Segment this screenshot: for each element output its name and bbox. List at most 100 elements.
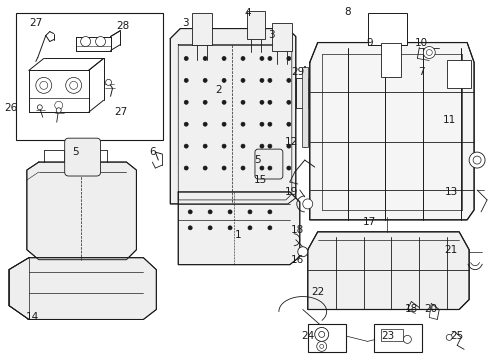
Text: 27: 27 [114, 107, 127, 117]
Circle shape [81, 37, 91, 46]
Circle shape [268, 144, 272, 148]
Circle shape [203, 78, 207, 82]
Circle shape [222, 122, 226, 126]
Circle shape [55, 101, 63, 109]
Circle shape [426, 50, 432, 55]
Circle shape [248, 226, 252, 230]
Text: 21: 21 [444, 245, 458, 255]
Text: 2: 2 [215, 85, 221, 95]
Text: 5: 5 [255, 155, 261, 165]
Circle shape [228, 210, 232, 214]
Circle shape [268, 122, 272, 126]
Circle shape [203, 166, 207, 170]
Circle shape [260, 78, 264, 82]
Circle shape [36, 77, 52, 93]
Text: 3: 3 [269, 30, 275, 40]
FancyBboxPatch shape [255, 149, 283, 179]
Circle shape [222, 144, 226, 148]
Circle shape [184, 57, 188, 60]
Circle shape [241, 166, 245, 170]
Circle shape [315, 328, 329, 341]
Circle shape [268, 210, 272, 214]
Circle shape [260, 100, 264, 104]
Polygon shape [27, 162, 136, 260]
Circle shape [446, 334, 452, 340]
Circle shape [260, 166, 264, 170]
Text: 6: 6 [149, 147, 156, 157]
Circle shape [268, 100, 272, 104]
Text: 24: 24 [301, 332, 315, 341]
Text: 25: 25 [450, 332, 464, 341]
Circle shape [37, 105, 42, 110]
Circle shape [70, 81, 77, 89]
Circle shape [241, 78, 245, 82]
Text: 9: 9 [366, 37, 373, 48]
Polygon shape [178, 192, 300, 265]
Circle shape [105, 80, 112, 85]
Polygon shape [310, 42, 474, 220]
Text: 17: 17 [363, 217, 376, 227]
Circle shape [208, 210, 212, 214]
Circle shape [203, 100, 207, 104]
Bar [374, 324, 422, 352]
Circle shape [287, 166, 291, 170]
Circle shape [184, 100, 188, 104]
Circle shape [268, 78, 272, 82]
Circle shape [473, 156, 481, 164]
Circle shape [203, 57, 207, 60]
Text: 28: 28 [116, 21, 129, 31]
Text: 3: 3 [182, 18, 189, 28]
Circle shape [268, 57, 272, 60]
Bar [302, 67, 308, 147]
Circle shape [222, 78, 226, 82]
Circle shape [317, 341, 327, 351]
Circle shape [287, 144, 291, 148]
Circle shape [188, 226, 192, 230]
Circle shape [184, 144, 188, 148]
Circle shape [184, 78, 188, 82]
Circle shape [222, 166, 226, 170]
Circle shape [241, 100, 245, 104]
Circle shape [203, 144, 207, 148]
Circle shape [303, 199, 313, 209]
Text: 22: 22 [311, 287, 324, 297]
Bar [192, 13, 212, 45]
Text: 19: 19 [285, 187, 298, 197]
Text: 16: 16 [291, 255, 304, 265]
Circle shape [208, 226, 212, 230]
Circle shape [40, 81, 48, 89]
FancyBboxPatch shape [65, 138, 100, 176]
Text: 8: 8 [344, 6, 351, 17]
Polygon shape [171, 28, 296, 204]
Circle shape [260, 144, 264, 148]
Text: 5: 5 [73, 147, 79, 157]
Bar [272, 23, 292, 50]
Circle shape [287, 100, 291, 104]
Circle shape [287, 78, 291, 82]
Text: 26: 26 [4, 103, 18, 113]
Circle shape [423, 46, 435, 58]
Text: 4: 4 [245, 8, 251, 18]
Circle shape [222, 57, 226, 60]
Circle shape [287, 122, 291, 126]
Bar [308, 324, 345, 352]
Circle shape [268, 226, 272, 230]
Circle shape [403, 336, 412, 343]
Circle shape [203, 122, 207, 126]
Polygon shape [9, 258, 156, 319]
Circle shape [66, 77, 82, 93]
Circle shape [260, 57, 264, 60]
Bar [447, 60, 471, 88]
Circle shape [318, 332, 325, 337]
Circle shape [248, 210, 252, 214]
Circle shape [241, 144, 245, 148]
Text: 7: 7 [418, 67, 425, 77]
Circle shape [260, 122, 264, 126]
Text: 12: 12 [285, 137, 298, 147]
Circle shape [298, 247, 308, 257]
Text: 29: 29 [291, 67, 304, 77]
Text: 13: 13 [444, 187, 458, 197]
Text: 18: 18 [291, 225, 304, 235]
Text: 27: 27 [29, 18, 43, 28]
Circle shape [96, 37, 105, 46]
